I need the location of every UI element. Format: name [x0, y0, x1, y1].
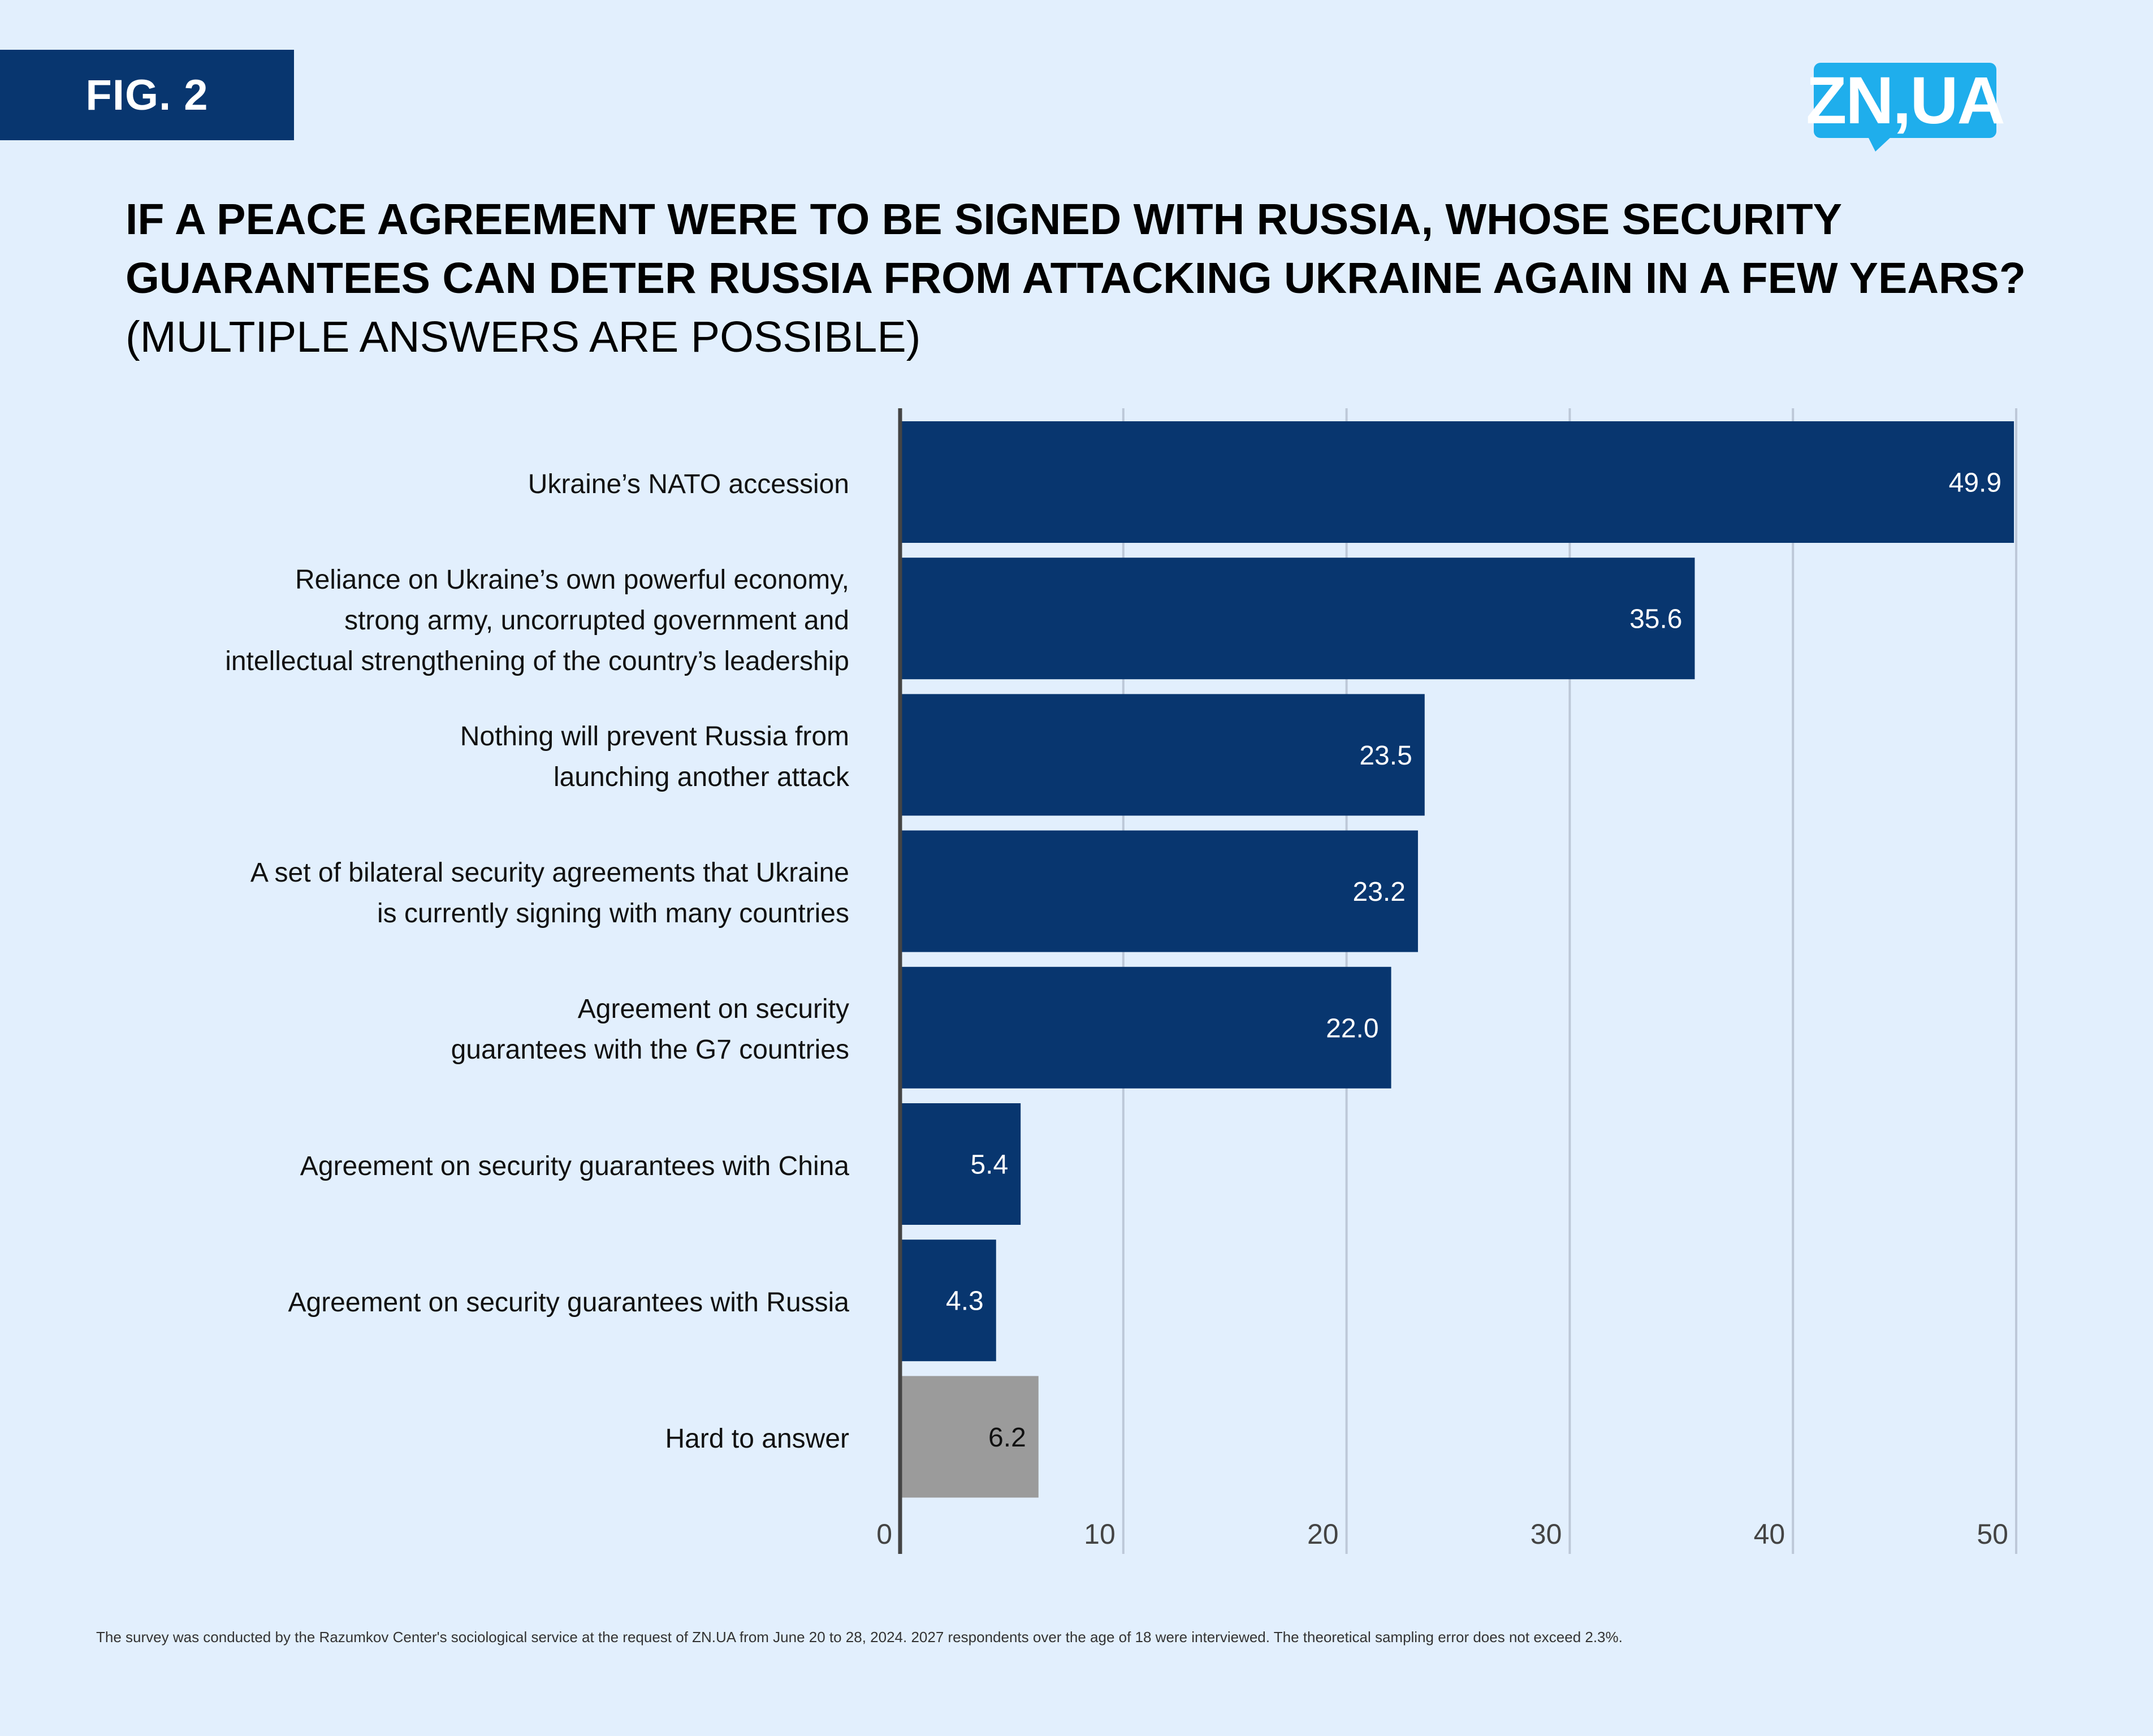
category-label: A set of bilateral security agreements t…: [58, 853, 849, 934]
category-label-line: Agreement on security guarantees with Ch…: [300, 1151, 849, 1181]
znua-logo: ZN,UA: [1806, 63, 2005, 138]
category-label: Reliance on Ukraine’s own powerful econo…: [58, 560, 849, 682]
category-label: Hard to answer: [58, 1419, 849, 1459]
category-label-line: intellectual strengthening of the countr…: [225, 646, 849, 676]
bar: [902, 1103, 1021, 1225]
category-label-line: Nothing will prevent Russia from: [460, 721, 849, 752]
x-tick-label: 10: [1084, 1518, 1116, 1550]
category-label-line: guarantees with the G7 countries: [451, 1035, 849, 1065]
chart-title: IF A PEACE AGREEMENT WERE TO BE SIGNED W…: [126, 190, 2076, 366]
bar-value-label: 22.0: [1326, 1013, 1378, 1043]
category-label: Nothing will prevent Russia from launchin…: [58, 716, 849, 798]
x-tick-label: 30: [1531, 1518, 1562, 1550]
x-tick-label: 50: [1977, 1518, 2008, 1550]
bar: [902, 694, 1425, 816]
category-label-line: Agreement on security: [577, 994, 849, 1025]
logo-speech-tail: [1867, 136, 1892, 152]
bar: [902, 966, 1391, 1089]
x-tick-label: 40: [1754, 1518, 1785, 1550]
chart-title-question: IF A PEACE AGREEMENT WERE TO BE SIGNED W…: [126, 195, 2026, 303]
bar: [902, 558, 1695, 680]
logo-text: ZN,UA: [1806, 63, 2005, 138]
category-label: Ukraine’s NATO accession: [58, 464, 849, 505]
x-axis-ticks: 0 10 20 30 40 50: [876, 1518, 2008, 1550]
figure-badge-label: FIG. 2: [85, 71, 209, 119]
bar-value-label: 49.9: [1949, 468, 2001, 498]
category-label-line: strong army, uncorrupted government and: [344, 605, 849, 636]
x-tick-label: 20: [1307, 1518, 1339, 1550]
category-label: Agreement on security guarantees with Ch…: [58, 1146, 849, 1187]
bar-value-label: 4.3: [946, 1286, 984, 1316]
category-label: Agreement on security guarantees with the…: [58, 989, 849, 1070]
bar: [902, 1376, 1039, 1498]
category-label-line: launching another attack: [553, 762, 849, 792]
category-label-line: Agreement on security guarantees with Ru…: [288, 1287, 849, 1318]
category-label-line: is currently signing with many countries: [377, 899, 849, 929]
chart-title-note: (MULTIPLE ANSWERS ARE POSSIBLE): [126, 313, 921, 361]
category-label: Agreement on security guarantees with Ru…: [58, 1282, 849, 1323]
bar: [902, 830, 1418, 952]
category-label-line: Ukraine’s NATO accession: [528, 469, 849, 499]
bars: [902, 421, 2014, 1498]
bar-value-label: 6.2: [988, 1423, 1026, 1453]
x-tick-label: 0: [876, 1518, 892, 1550]
survey-footnote: The survey was conducted by the Razumkov…: [96, 1629, 1623, 1646]
bar-value-label: 35.6: [1629, 604, 1682, 634]
category-label-line: A set of bilateral security agreements t…: [250, 858, 849, 888]
category-label-line: Hard to answer: [665, 1423, 849, 1454]
bar: [902, 421, 2014, 543]
bar-value-label: 23.2: [1353, 877, 1406, 907]
bar-value-label: 5.4: [970, 1150, 1008, 1180]
value-labels: 49.9 35.6 23.5 23.2 22.0 5.4 4.3 6.2: [946, 468, 2001, 1453]
bar-value-label: 23.5: [1359, 741, 1412, 771]
bar: [902, 1240, 996, 1362]
category-label-line: Reliance on Ukraine’s own powerful econo…: [295, 564, 849, 595]
figure-badge: FIG. 2: [0, 50, 294, 140]
